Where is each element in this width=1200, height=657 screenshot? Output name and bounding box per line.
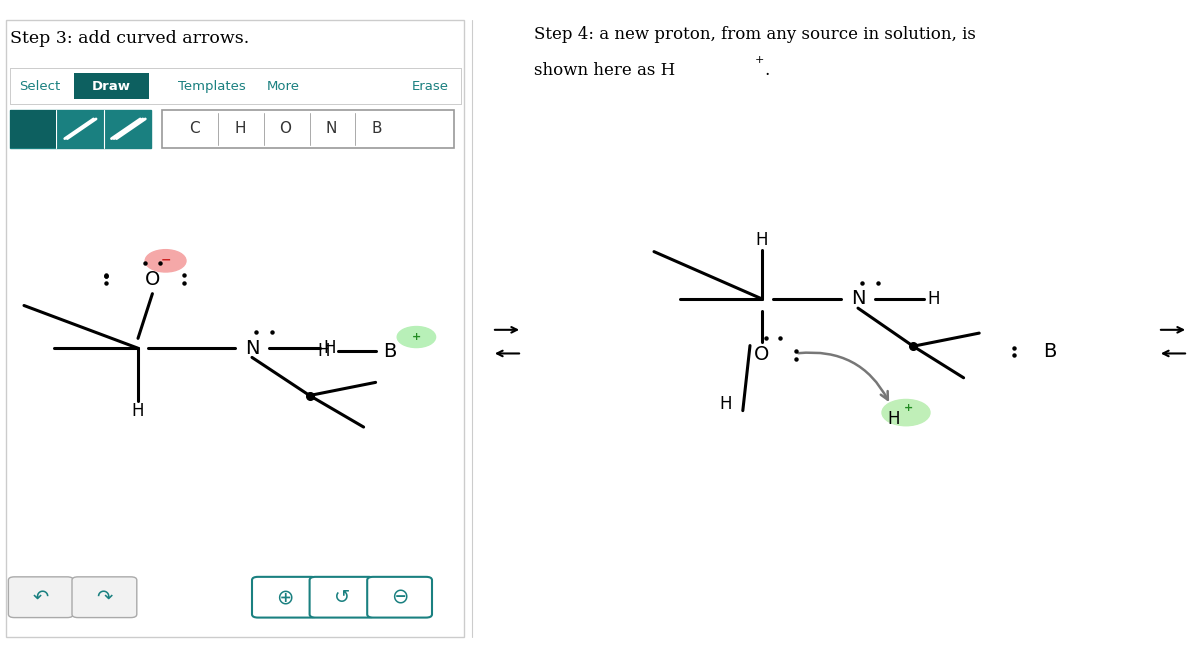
Text: +: +	[412, 332, 421, 342]
FancyBboxPatch shape	[6, 20, 464, 637]
Text: B: B	[372, 122, 382, 136]
Text: H: H	[324, 339, 336, 357]
FancyBboxPatch shape	[8, 577, 73, 618]
Text: O: O	[145, 270, 160, 288]
FancyBboxPatch shape	[72, 577, 137, 618]
Text: C: C	[190, 122, 199, 136]
Text: Step 4: a new proton, from any source in solution, is: Step 4: a new proton, from any source in…	[534, 26, 976, 43]
Text: More: More	[266, 79, 300, 93]
Text: H: H	[888, 409, 900, 428]
Text: O: O	[280, 122, 292, 136]
Text: +: +	[904, 403, 913, 413]
Text: H: H	[756, 231, 768, 249]
Text: +: +	[755, 55, 764, 65]
Text: Templates: Templates	[178, 79, 245, 93]
FancyBboxPatch shape	[162, 110, 454, 148]
Text: Draw: Draw	[92, 79, 131, 93]
Circle shape	[397, 327, 436, 348]
Text: H: H	[318, 342, 330, 361]
Text: N: N	[245, 339, 259, 357]
Circle shape	[882, 399, 930, 426]
Text: B: B	[383, 342, 397, 361]
Text: Select: Select	[19, 79, 60, 93]
FancyBboxPatch shape	[252, 577, 317, 618]
Text: ⊖: ⊖	[391, 587, 408, 607]
Text: .: .	[764, 62, 769, 79]
FancyBboxPatch shape	[367, 577, 432, 618]
Text: N: N	[851, 290, 865, 308]
Text: ↶: ↶	[32, 588, 49, 606]
FancyBboxPatch shape	[310, 577, 374, 618]
Text: B: B	[1043, 342, 1057, 361]
Text: H: H	[234, 122, 246, 136]
FancyBboxPatch shape	[10, 110, 56, 148]
Text: −: −	[161, 254, 170, 267]
Text: ↷: ↷	[96, 588, 113, 606]
Text: ⊕: ⊕	[276, 587, 293, 607]
Text: Erase: Erase	[412, 79, 449, 93]
FancyBboxPatch shape	[10, 110, 151, 148]
FancyBboxPatch shape	[74, 73, 149, 99]
Text: H: H	[132, 401, 144, 420]
Text: Step 3: add curved arrows.: Step 3: add curved arrows.	[10, 30, 248, 47]
Text: ↺: ↺	[334, 588, 350, 606]
Text: H: H	[720, 395, 732, 413]
Circle shape	[145, 250, 186, 272]
Text: H: H	[928, 290, 940, 308]
Text: N: N	[325, 122, 337, 136]
Text: shown here as H: shown here as H	[534, 62, 676, 79]
Text: O: O	[755, 346, 769, 364]
